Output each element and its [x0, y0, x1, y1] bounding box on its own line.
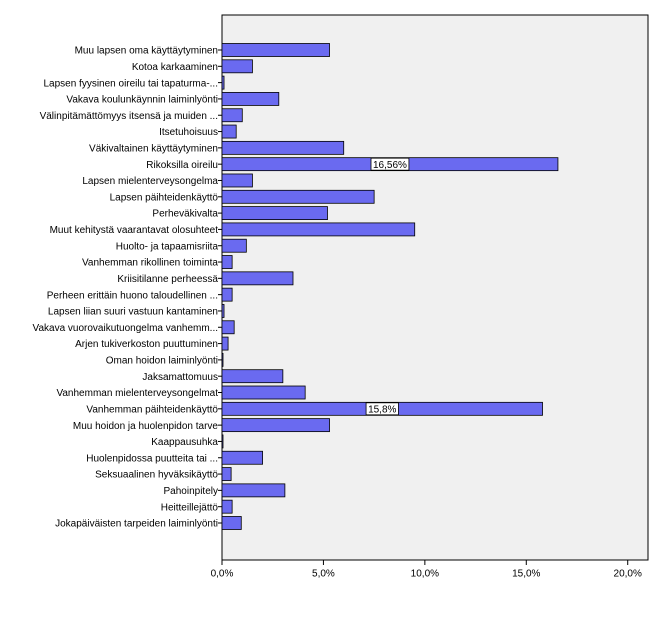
y-tick-label: Perheen erittäin huono taloudellinen ... — [47, 290, 218, 301]
y-tick-label: Väkivaltainen käyttäytyminen — [89, 144, 218, 155]
y-tick-label: Lapsen liian suuri vastuun kantaminen — [48, 307, 218, 318]
value-label: 16,56% — [373, 160, 407, 171]
bar — [221, 140, 345, 155]
bar — [221, 499, 233, 514]
y-tick-label: Lapsen fyysinen oireilu tai tapaturma-..… — [43, 78, 218, 89]
value-label-box — [365, 402, 399, 416]
bar — [221, 450, 263, 465]
x-tick-label: 15,0% — [512, 569, 540, 580]
bar — [221, 124, 237, 139]
y-tick-label: Jokapäiväisten tarpeiden laiminlyönti — [55, 519, 218, 530]
y-tick-label: Vanhemman mielenterveysongelmat — [56, 388, 218, 399]
bar — [221, 304, 225, 318]
bar — [221, 385, 306, 400]
y-tick-label: Kriisitilanne perheessä — [117, 274, 218, 285]
x-tick-label: 5,0% — [312, 569, 335, 580]
bar — [221, 189, 375, 204]
y-tick-label: Välinpitämättömyys itsensä ja muiden ... — [40, 111, 218, 122]
bar — [221, 238, 247, 253]
y-tick-label: Rikoksilla oireilu — [146, 160, 218, 171]
value-label-box — [370, 157, 410, 171]
y-tick-label: Seksuaalinen hyväksikäyttö — [95, 470, 218, 481]
value-label: 15,8% — [368, 404, 396, 415]
y-tick-label: Itsetuhoisuus — [159, 127, 218, 138]
bar — [221, 255, 233, 269]
bar — [221, 222, 416, 237]
bar — [221, 271, 294, 286]
bar — [221, 59, 253, 74]
y-tick-label: Muu lapsen oma käyttäytyminen — [75, 46, 218, 57]
y-tick-label: Lapsen päihteidenkäyttö — [110, 192, 219, 203]
bar — [221, 43, 330, 57]
x-tick-label: 10,0% — [411, 569, 439, 580]
bar — [221, 418, 330, 433]
bar — [221, 352, 224, 367]
y-tick-label: Lapsen mielenterveysongelma — [82, 176, 218, 187]
y-tick-label: Pahoinpitely — [164, 486, 218, 497]
bar — [221, 108, 243, 123]
bar — [221, 434, 224, 449]
y-tick-label: Kaappausuhka — [151, 437, 218, 448]
y-tick-label: Vanhemman rikollinen toiminta — [82, 258, 218, 269]
bar — [221, 287, 233, 302]
bar — [221, 483, 286, 498]
y-tick-label: Oman hoidon laiminlyönti — [106, 356, 218, 367]
y-tick-label: Vanhemman päihteidenkäyttö — [86, 404, 218, 415]
bar — [221, 320, 235, 335]
y-tick-label: Vakava vuorovaikutuongelma vanhemm... — [33, 323, 218, 334]
y-tick-label: Huolenpidossa puutteita tai ... — [86, 453, 218, 464]
plot-area — [221, 14, 649, 561]
y-tick-label: Arjen tukiverkoston puuttuminen — [75, 339, 218, 350]
y-tick-label: Kotoa karkaaminen — [132, 62, 218, 73]
y-tick-label: Vakava koulunkäynnin laiminlyönti — [66, 95, 218, 106]
y-tick-label: Heitteillejättö — [161, 502, 219, 513]
bar — [221, 516, 242, 530]
bar — [221, 75, 225, 90]
x-tick-label: 20,0% — [614, 569, 642, 580]
y-tick-label: Huolto- ja tapaamisriita — [116, 241, 219, 252]
x-tick-label: 0,0% — [211, 569, 234, 580]
bar — [221, 369, 284, 384]
bar — [221, 92, 280, 106]
bar — [221, 206, 328, 221]
y-tick-label: Muut kehitystä vaarantavat olosuhteet — [50, 225, 219, 236]
y-tick-label: Jaksamattomuus — [142, 372, 218, 383]
bar — [221, 173, 253, 188]
y-tick-label: Muu hoidon ja huolenpidon tarve — [73, 421, 219, 432]
bar — [221, 336, 229, 351]
bar — [221, 467, 232, 481]
y-tick-label: Perheväkivalta — [152, 209, 218, 220]
